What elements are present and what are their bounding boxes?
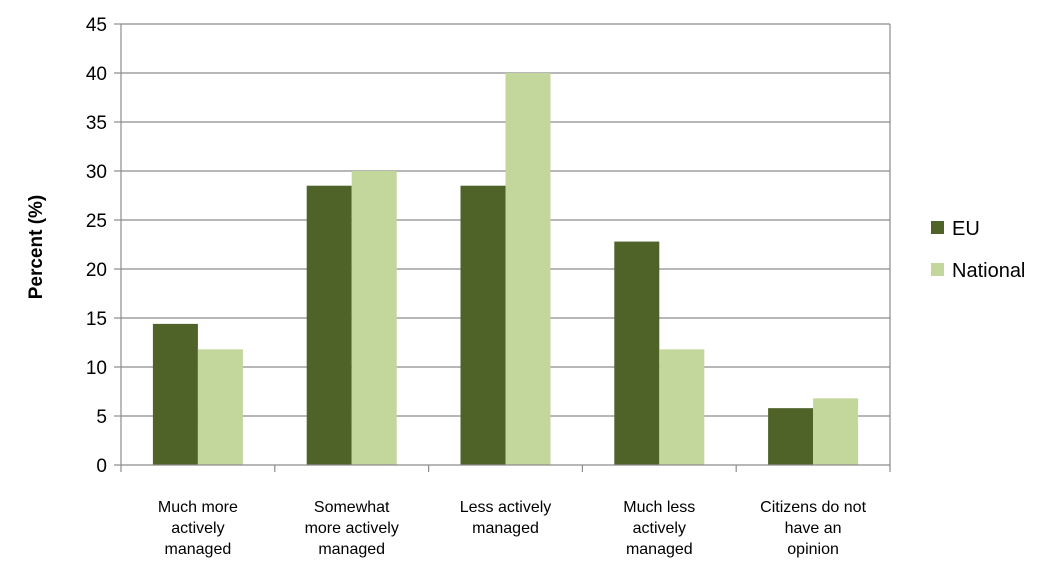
x-category-label: Citizens do not have an opinion xyxy=(760,499,866,558)
bar-national-2 xyxy=(505,73,551,465)
x-category-label: Less actively managed xyxy=(460,499,552,537)
bars xyxy=(152,73,859,465)
bar-national-3 xyxy=(659,349,705,465)
legend-label-national: National xyxy=(952,260,1025,282)
y-tick-label: 40 xyxy=(86,64,107,85)
bar-eu-0 xyxy=(152,323,198,465)
x-category-label: Much less actively managed xyxy=(623,499,695,558)
bar-eu-3 xyxy=(614,241,660,465)
y-tick-label: 30 xyxy=(86,162,107,183)
bar-eu-1 xyxy=(306,185,352,465)
y-tick-label: 0 xyxy=(96,456,107,477)
y-tick-label: 20 xyxy=(86,260,107,281)
y-tick-label: 10 xyxy=(86,358,107,379)
y-tick-label: 25 xyxy=(86,211,107,232)
x-category-label: Much more actively managed xyxy=(158,499,238,558)
legend-swatch-national xyxy=(931,263,944,276)
bar-national-0 xyxy=(197,349,243,465)
y-tick-labels: 0 5 10 15 20 25 30 35 40 45 xyxy=(86,15,107,477)
legend-label-eu: EU xyxy=(952,218,980,240)
bar-eu-2 xyxy=(460,185,506,465)
y-axis-title: Percent (%) xyxy=(26,195,47,300)
bar-national-1 xyxy=(351,171,397,465)
y-tick-label: 35 xyxy=(86,113,107,134)
axes xyxy=(114,23,891,472)
x-category-label: Somewhat more actively managed xyxy=(305,499,399,558)
x-category-labels: Much more actively managed Somewhat more act… xyxy=(158,499,867,558)
legend: EU National xyxy=(931,218,1025,282)
bar-eu-4 xyxy=(768,408,814,465)
y-tick-label: 5 xyxy=(96,407,107,428)
y-tick-label: 15 xyxy=(86,309,107,330)
y-tick-label: 45 xyxy=(86,15,107,36)
bar-national-4 xyxy=(813,398,859,465)
legend-swatch-eu xyxy=(931,221,944,234)
